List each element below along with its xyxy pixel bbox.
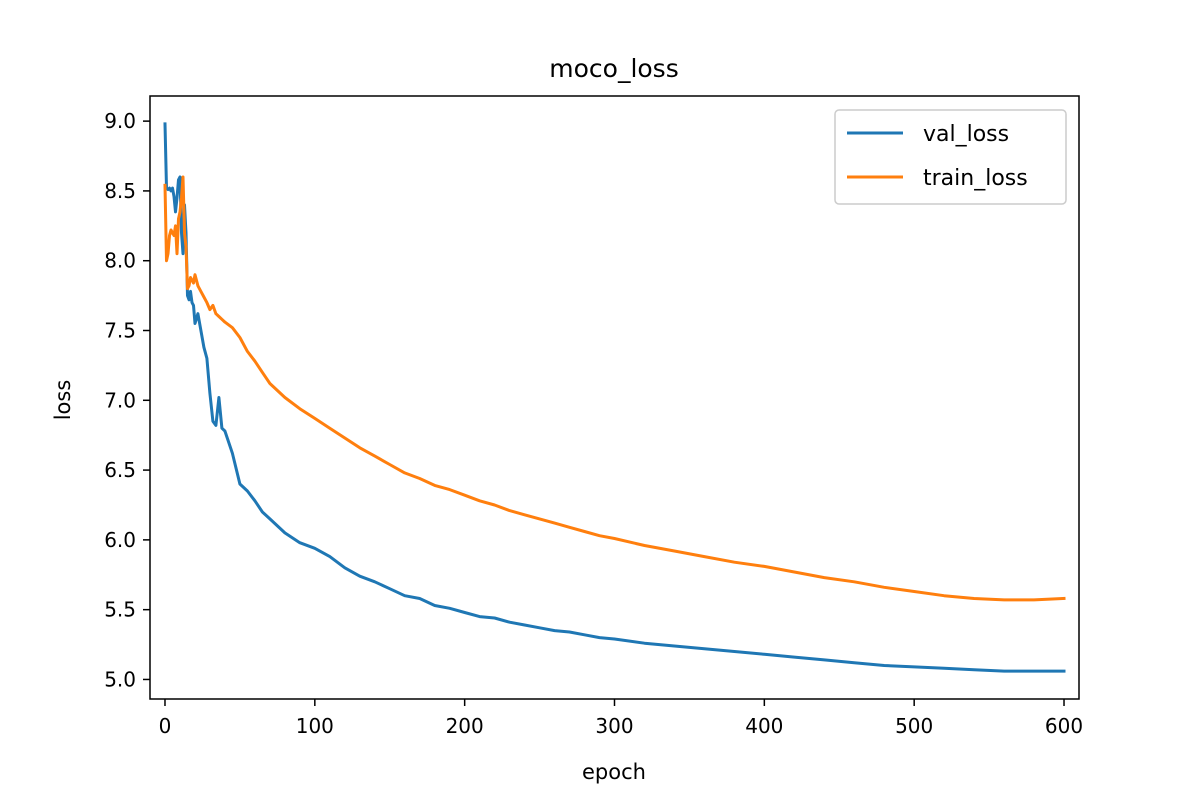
y-tick-label: 5.5: [104, 598, 136, 622]
chart-title: moco_loss: [549, 54, 678, 83]
x-axis-title: epoch: [582, 760, 646, 784]
x-axis-ticks: 0 100 200 300 400 500 600: [159, 699, 1083, 738]
legend-label-train-loss: train_loss: [923, 166, 1028, 191]
y-tick-label: 7.5: [104, 319, 136, 343]
y-axis-ticks: 5.0 5.5 6.0 6.5 7.0 7.5 8.0 8.5 9.0: [104, 109, 150, 691]
legend-label-val-loss: val_loss: [923, 122, 1009, 147]
x-tick-label: 600: [1045, 714, 1083, 738]
series-lines: [163, 122, 1066, 673]
x-tick-label: 400: [745, 714, 783, 738]
y-tick-label: 6.5: [104, 458, 136, 482]
series-line-train-loss: [163, 175, 1066, 602]
y-tick-label: 8.0: [104, 249, 136, 273]
y-tick-label: 7.0: [104, 388, 136, 412]
x-tick-label: 200: [446, 714, 484, 738]
x-tick-label: 500: [895, 714, 933, 738]
y-tick-label: 8.5: [104, 179, 136, 203]
y-tick-label: 5.0: [104, 667, 136, 691]
x-tick-label: 100: [296, 714, 334, 738]
x-tick-label: 0: [159, 714, 172, 738]
y-tick-label: 6.0: [104, 528, 136, 552]
legend-entries: val_loss train_loss: [847, 122, 1028, 191]
legend: val_loss train_loss: [834, 109, 1067, 205]
y-tick-label: 9.0: [104, 109, 136, 133]
y-axis-title: loss: [51, 380, 75, 421]
x-tick-label: 300: [595, 714, 633, 738]
